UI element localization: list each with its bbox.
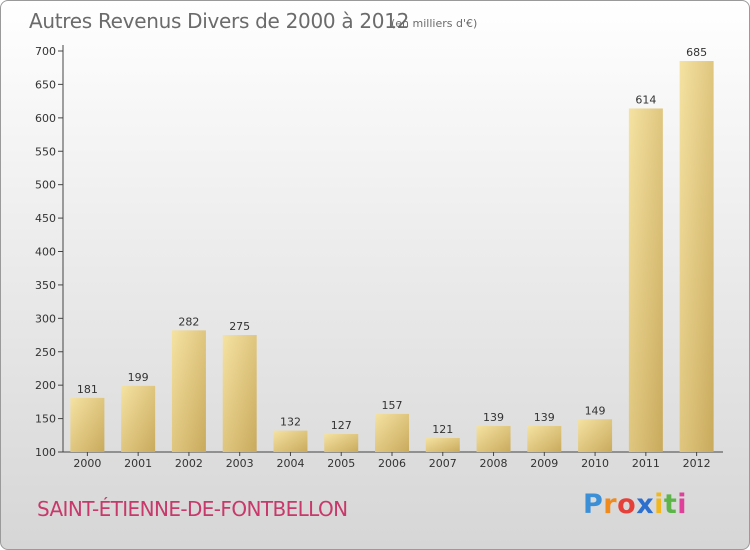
bar [578,419,613,452]
y-tick-label: 600 [35,112,56,125]
y-tick-label: 550 [35,145,56,158]
x-tick-label: 2002 [175,457,203,470]
logo-letter: i [654,489,664,520]
bar-value-label: 282 [178,315,199,328]
chart-title-text: Autres Revenus Divers de 2000 à 2012 [29,9,410,33]
bar-value-label: 127 [331,419,352,432]
logo-letter: x [636,489,655,520]
chart-bars: 181 199 282 275 132 127 157 121 139 139 149 614 685 [70,46,714,453]
bar-value-label: 139 [534,411,555,424]
y-tick-label: 500 [35,179,56,192]
y-tick-label: 250 [35,346,56,359]
logo-letter: P [583,489,604,520]
bar-value-label: 132 [280,416,301,429]
y-tick-label: 650 [35,78,56,91]
x-tick-label: 2005 [327,457,355,470]
bar [70,397,105,452]
chart-subtitle: (en milliers d'€) [391,17,478,30]
bar [273,430,308,452]
proxiti-logo[interactable]: Proxiti [583,489,687,520]
y-tick-label: 300 [35,312,56,325]
x-tick-label: 2009 [530,457,558,470]
x-tick-label: 2004 [276,457,304,470]
bar-value-label: 149 [585,404,606,417]
bar [476,425,511,452]
bar [171,330,206,452]
x-tick-label: 2001 [124,457,152,470]
bar [628,108,663,452]
bar [324,433,359,452]
x-tick-label: 2011 [632,457,660,470]
bar [121,385,156,452]
y-tick-label: 100 [35,446,56,459]
bar [679,61,714,453]
commune-name: SAINT-ÉTIENNE-DE-FONTBELLON [37,497,348,521]
bar-value-label: 685 [686,46,707,59]
logo-letter: o [617,489,637,520]
logo-letter: r [603,489,618,520]
x-tick-label: 2008 [480,457,508,470]
y-tick-label: 350 [35,279,56,292]
x-tick-label: 2012 [683,457,711,470]
y-tick-label: 400 [35,246,56,259]
bar-value-label: 139 [483,411,504,424]
bar-value-label: 181 [77,383,98,396]
logo-letter: i [677,489,688,520]
bar-value-label: 157 [382,399,403,412]
bar-value-label: 199 [128,371,149,384]
chart-axes: 100 150 200 250 300 350 400 450 500 550 600 650 700 2… [35,45,723,470]
bar [425,437,460,452]
x-tick-label: 2006 [378,457,406,470]
bar-value-label: 275 [229,320,250,333]
chart-title: Autres Revenus Divers de 2000 à 2012 [29,9,409,33]
y-tick-label: 150 [35,413,56,426]
bar-value-label: 121 [432,423,453,436]
logo-letter: t [663,489,678,520]
y-tick-label: 450 [35,212,56,225]
y-tick-label: 700 [35,45,56,58]
bar [527,425,562,452]
x-tick-label: 2010 [581,457,609,470]
y-tick-label: 200 [35,379,56,392]
x-tick-label: 2003 [226,457,254,470]
bar [375,413,409,452]
x-tick-label: 2000 [73,457,101,470]
bar [222,335,257,452]
x-tick-label: 2007 [429,457,457,470]
bar-value-label: 614 [635,93,656,106]
